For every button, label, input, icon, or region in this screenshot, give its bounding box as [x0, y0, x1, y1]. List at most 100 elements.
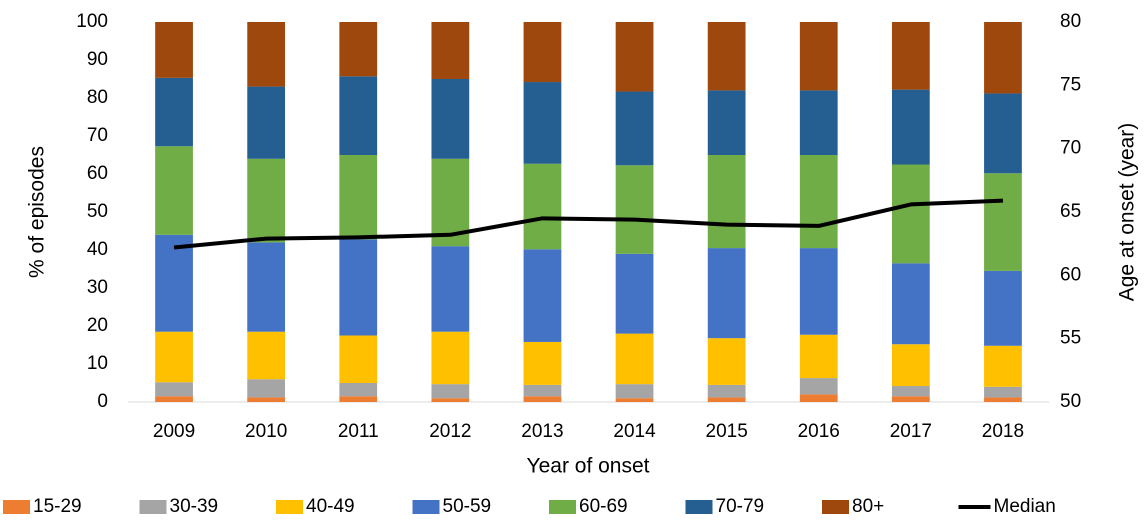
bar-segment: [339, 335, 378, 383]
bar-segment: [984, 386, 1022, 398]
legend-label: 60-69: [579, 496, 628, 517]
y-tick-label: 90: [87, 49, 108, 70]
bar-segment: [799, 90, 838, 155]
bar-segment: [155, 382, 193, 397]
bar-segment: [891, 263, 930, 345]
legend-label: 30-39: [170, 496, 219, 517]
bar-segment: [891, 22, 930, 90]
bar-segment: [523, 341, 562, 385]
y-tick-label: 0: [97, 391, 108, 412]
bar-segment: [984, 397, 1022, 402]
bar-segment: [339, 239, 378, 336]
bar-segment: [891, 386, 930, 397]
y2-axis-title: Age at onset (year): [1116, 123, 1139, 302]
bar-segment: [247, 379, 286, 398]
bar-segment: [707, 90, 746, 155]
legend-swatch: [3, 500, 30, 514]
bar-segment: [247, 242, 286, 332]
x-tick-label: 2016: [798, 421, 840, 442]
y-axis-title: % of episodes: [26, 146, 49, 278]
bar-segment: [523, 396, 562, 402]
y2-tick-label: 70: [1060, 138, 1081, 159]
x-tick-label: 2015: [706, 421, 748, 442]
bar-segment: [984, 345, 1022, 387]
legend-label: 40-49: [306, 496, 355, 517]
y-tick-label: 70: [87, 125, 108, 146]
legend-swatch: [822, 500, 849, 514]
bar-segment: [339, 22, 378, 77]
bar-segment: [247, 86, 286, 159]
legend-swatch: [549, 500, 576, 514]
bar-segment: [247, 158, 286, 243]
x-tick-label: 2013: [521, 421, 563, 442]
y2-tick-label: 80: [1060, 11, 1081, 32]
bar-segment: [523, 82, 562, 164]
bar-segment: [799, 22, 838, 91]
x-tick-label: 2011: [338, 421, 379, 442]
bar-segment: [707, 397, 746, 402]
legend-label: 50-59: [443, 496, 492, 517]
bar-segment: [431, 79, 470, 159]
bar-segment: [799, 378, 838, 395]
bar-segment: [799, 155, 838, 249]
bar-segment: [431, 384, 470, 399]
bar-segment: [707, 338, 746, 385]
bar-segment: [984, 93, 1022, 174]
bar-segment: [155, 331, 193, 383]
legend-swatch: [412, 500, 440, 514]
bar-segment: [615, 22, 654, 92]
x-tick-label: 2017: [890, 421, 932, 442]
y-tick-label: 20: [87, 315, 108, 336]
legend-swatch: [139, 500, 167, 514]
bar-segment: [707, 248, 746, 339]
bar-segment: [431, 331, 470, 385]
y-tick-label: 10: [87, 353, 108, 374]
bar-segment: [155, 146, 193, 235]
bar-segment: [799, 334, 838, 379]
bar-segment: [247, 331, 286, 380]
bar-segment: [891, 344, 930, 387]
bar-segment: [155, 77, 193, 147]
y-tick-label: 80: [87, 87, 108, 108]
bar-segment: [339, 383, 378, 397]
x-tick-label: 2014: [613, 421, 656, 442]
bar-segment: [155, 396, 193, 402]
bar-segment: [615, 165, 654, 254]
bar-segment: [523, 22, 562, 83]
bar-segment: [339, 396, 378, 402]
median-line: [173, 198, 1004, 250]
y2-tick-label: 60: [1060, 264, 1081, 285]
bar-segment: [707, 384, 746, 398]
bar-segment: [984, 173, 1022, 271]
legend-label: Median: [994, 496, 1056, 517]
bar-segment: [891, 164, 930, 264]
bar-segment: [891, 89, 930, 165]
y-tick-label: 60: [87, 163, 108, 184]
bar-segment: [247, 22, 286, 87]
x-tick-label: 2010: [245, 421, 287, 442]
bar-segment: [707, 155, 746, 249]
bar-segment: [431, 246, 470, 332]
bar-segment: [523, 384, 562, 397]
bar-segment: [984, 22, 1022, 94]
bar-segment: [984, 270, 1022, 346]
bar-segment: [155, 234, 193, 332]
legend-swatch: [685, 500, 713, 514]
y-tick-label: 40: [87, 239, 108, 260]
y-tick-label: 30: [87, 277, 108, 298]
bar-segment: [523, 249, 562, 342]
bar-segment: [523, 163, 562, 250]
bar-segment: [615, 333, 654, 385]
legend-label: 70-79: [716, 496, 765, 517]
bar-segment: [339, 76, 378, 155]
bar-segment: [155, 22, 193, 78]
x-tick-label: 2018: [982, 421, 1024, 442]
bar-segment: [615, 91, 654, 166]
x-tick-label: 2009: [153, 421, 195, 442]
bar-segment: [615, 384, 654, 399]
bar-segment: [799, 394, 838, 402]
bar-segment: [799, 248, 838, 335]
bar-segment: [615, 398, 654, 402]
